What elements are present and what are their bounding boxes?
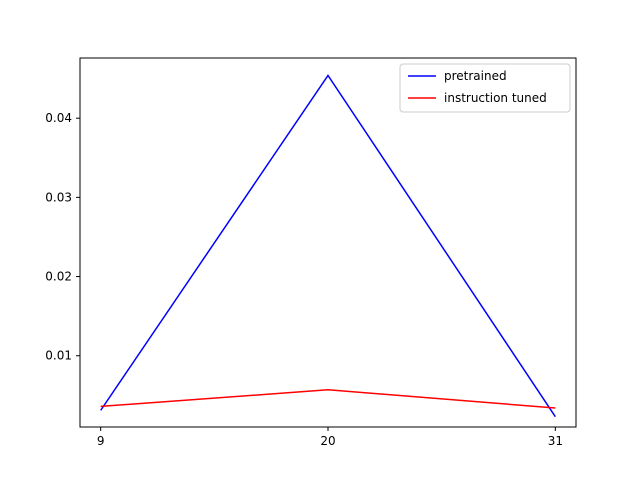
x-tick-label: 31 <box>548 434 563 448</box>
plot-area <box>80 58 576 427</box>
y-tick-label: 0.02 <box>45 270 72 284</box>
x-tick-label: 9 <box>97 434 105 448</box>
legend-label: instruction tuned <box>444 91 547 105</box>
y-tick-label: 0.03 <box>45 190 72 204</box>
legend: pretrained instruction tuned <box>400 64 570 112</box>
x-tick-label: 20 <box>320 434 335 448</box>
y-tick-label: 0.04 <box>45 111 72 125</box>
y-tick-label: 0.01 <box>45 349 72 363</box>
legend-label: pretrained <box>444 69 507 83</box>
